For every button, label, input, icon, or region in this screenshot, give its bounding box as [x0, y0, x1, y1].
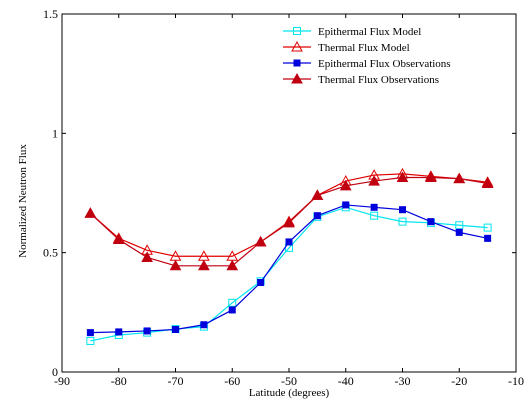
data-point — [84, 207, 97, 218]
legend-label: Epithermal Flux Observations — [318, 58, 451, 70]
y-tick-label: 0.5 — [43, 246, 58, 260]
x-tick-label: -10 — [508, 374, 524, 388]
data-point — [481, 177, 494, 188]
data-point — [254, 235, 267, 247]
data-point — [368, 175, 380, 186]
data-point — [172, 326, 179, 334]
x-axis-label: Latitude (degrees) — [249, 387, 330, 399]
axes: -90 -80 -70 -60 -50 -40 -30 -20 -10 0 0.5 1 1.5 — [43, 7, 524, 388]
legend-marker — [293, 59, 301, 67]
data-point — [342, 201, 350, 209]
y-tick-label: 1 — [52, 126, 58, 140]
x-tick-label: -20 — [451, 374, 467, 388]
legend-marker — [293, 27, 301, 35]
series-line — [90, 206, 488, 342]
legend-entry: Epithermal Flux Observations — [283, 58, 451, 70]
y-tick-label: 0 — [52, 365, 58, 379]
data-point — [484, 234, 492, 242]
series-thermal-flux-observations — [84, 171, 494, 271]
data-point — [86, 336, 95, 345]
y-tick-label: 1.5 — [43, 7, 58, 21]
data-point — [311, 189, 324, 200]
data-point — [398, 217, 407, 226]
data-point — [427, 218, 435, 226]
data-point — [198, 259, 210, 271]
x-tick-label: -60 — [224, 374, 240, 388]
legend-entry: Epithermal Flux Model — [283, 26, 421, 38]
data-point — [141, 251, 153, 262]
data-point — [169, 259, 182, 271]
data-point — [453, 172, 466, 184]
data-point — [226, 259, 239, 271]
data-point — [228, 298, 237, 307]
legend-label: Thermal Flux Model — [318, 42, 410, 54]
x-tick-label: -80 — [111, 374, 127, 388]
x-tick-label: -50 — [281, 374, 297, 388]
legend-marker — [291, 40, 303, 52]
x-tick-label: -30 — [395, 374, 411, 388]
series-thermal-flux-model — [84, 167, 494, 261]
data-point — [115, 328, 123, 336]
data-point — [313, 212, 321, 220]
data-point — [339, 179, 352, 191]
data-point — [228, 306, 236, 314]
x-tick-label: -90 — [54, 374, 70, 388]
legend-entry: Thermal Flux Observations — [283, 72, 439, 86]
data-point — [396, 171, 409, 182]
data-point — [425, 171, 437, 182]
data-point — [112, 233, 125, 245]
data-point — [399, 206, 406, 214]
legend-entry: Thermal Flux Model — [283, 40, 410, 54]
series-epithermal-flux-observations — [86, 201, 492, 337]
data-point — [257, 279, 265, 286]
data-point — [370, 211, 379, 220]
data-point — [283, 216, 295, 228]
data-point — [86, 329, 94, 337]
legend-label: Epithermal Flux Model — [318, 26, 421, 38]
legend: Epithermal Flux Model Thermal Flux Model E… — [283, 26, 451, 86]
data-point — [455, 228, 463, 236]
data-point — [370, 203, 378, 211]
data-point — [285, 238, 293, 246]
legend-label: Thermal Flux Observations — [318, 74, 439, 86]
plot-area — [84, 167, 494, 345]
data-point — [200, 321, 208, 329]
y-axis-label: Normalized Neutron Flux — [17, 144, 29, 258]
legend-marker — [291, 72, 303, 84]
x-tick-label: -40 — [338, 374, 354, 388]
x-tick-label: -70 — [168, 374, 184, 388]
data-point — [455, 221, 464, 230]
data-point — [483, 223, 492, 232]
data-point — [143, 327, 151, 335]
